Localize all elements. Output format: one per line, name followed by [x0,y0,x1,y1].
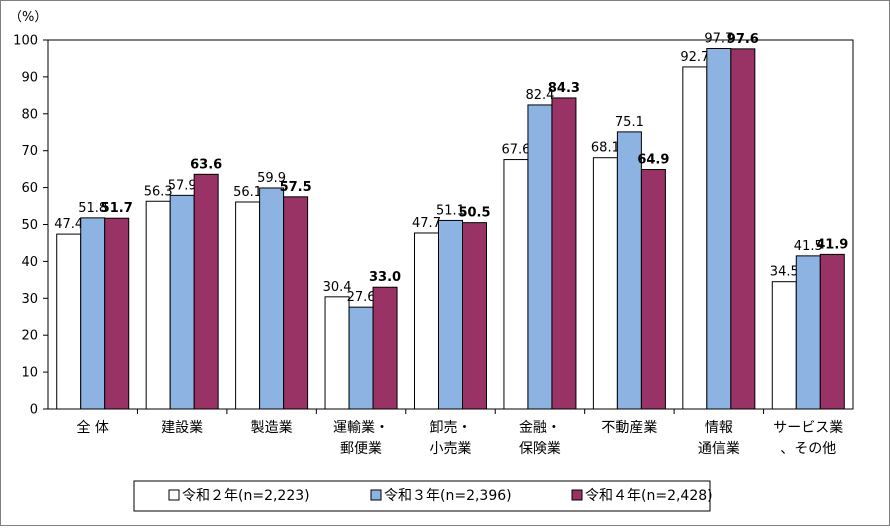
data-label: 47.4 [54,217,83,232]
y-tick-label: 50 [21,218,38,233]
data-label: 51.7 [101,201,133,216]
y-tick-label: 80 [21,107,38,122]
data-label: 51.8 [78,201,107,216]
bar [640,169,666,410]
data-label: 41.5 [794,239,823,254]
bar [730,48,756,410]
y-tick-label: 30 [21,292,38,307]
data-label: 51.1 [436,203,465,218]
category-label: 郵便業 [340,441,382,457]
bar [348,306,374,410]
y-tick-label: 100 [13,34,38,49]
category-label: 金融・ [519,420,561,436]
legend-swatch [370,489,382,501]
data-label: 59.9 [257,171,286,186]
y-tick-label: 0 [30,403,38,418]
bar [438,219,463,410]
bar [56,233,82,410]
legend-label: 令和３年(n=2,396) [384,488,512,504]
category-label: 情報 [705,420,733,436]
bar [592,157,618,410]
y-tick-label: 10 [21,366,38,381]
data-label: 84.3 [548,81,580,96]
category-label: 全 体 [76,419,108,436]
data-label: 33.0 [369,270,401,285]
bar [503,159,529,410]
data-label: 82.4 [525,88,554,103]
category-label: 保険業 [519,441,561,457]
bar [193,173,219,410]
legend-box [133,480,711,512]
data-label: 68.1 [591,141,620,156]
y-tick-label: 60 [21,181,38,196]
data-label: 97.7 [704,31,733,46]
bar [414,232,439,410]
category-label: 通信業 [698,441,740,457]
bar [80,217,106,410]
data-label: 50.5 [458,206,490,221]
category-label: 小売業 [430,441,472,457]
legend-label: 令和２年(n=2,223) [182,488,310,504]
data-label: 63.6 [190,157,222,172]
y-tick-label: 90 [21,70,38,85]
data-label: 75.1 [615,115,644,130]
bar [145,200,171,410]
category-label: 製造業 [251,420,293,436]
bar [616,131,642,410]
bar [372,286,398,410]
y-tick-label: 70 [21,144,38,159]
bar [706,47,732,410]
category-label: 卸売・ [430,420,472,436]
bar [771,281,797,410]
data-label: 67.6 [501,143,530,158]
bar [169,194,195,410]
category-label: 、その他 [780,441,836,457]
bars: 47.451.851.7 56.357.9 63.6 56.159.957.5 30.4… [54,31,848,410]
data-label: 57.9 [168,178,197,193]
data-label: 56.3 [144,184,173,199]
bar [283,196,309,410]
data-label: 41.9 [816,237,848,252]
data-label: 47.7 [412,216,441,231]
data-label: 64.9 [637,153,669,168]
bar [682,66,708,410]
bar [235,201,261,410]
data-label: 92.7 [680,50,709,65]
data-label: 57.5 [280,180,312,195]
legend-label: 令和４年(n=2,428) [585,488,713,504]
bar [527,104,553,410]
legend-swatch [571,489,583,501]
category-label: サービス業 [773,420,843,436]
bar [819,253,845,410]
category-label: 建設業 [161,420,203,436]
data-label: 27.6 [347,290,376,305]
category-label: 不動産業 [601,420,657,436]
bar [324,296,350,410]
bar [462,222,487,410]
legend: 令和２年(n=2,223) 令和３年(n=2,396) 令和４年(n=2,428) [133,480,713,512]
data-label: 30.4 [323,280,352,295]
bar [104,217,130,410]
legend-swatch [168,489,180,501]
bar [259,187,285,410]
data-label: 97.6 [727,32,759,47]
y-tick-label: 20 [21,329,38,344]
bar [795,255,821,410]
category-label: 運輸業・ [333,420,389,436]
bar [551,97,577,410]
y-tick-label: 40 [21,255,38,270]
data-label: 34.5 [770,265,799,280]
y-axis-unit-label: （%） [9,10,47,25]
data-label: 56.1 [233,185,262,200]
